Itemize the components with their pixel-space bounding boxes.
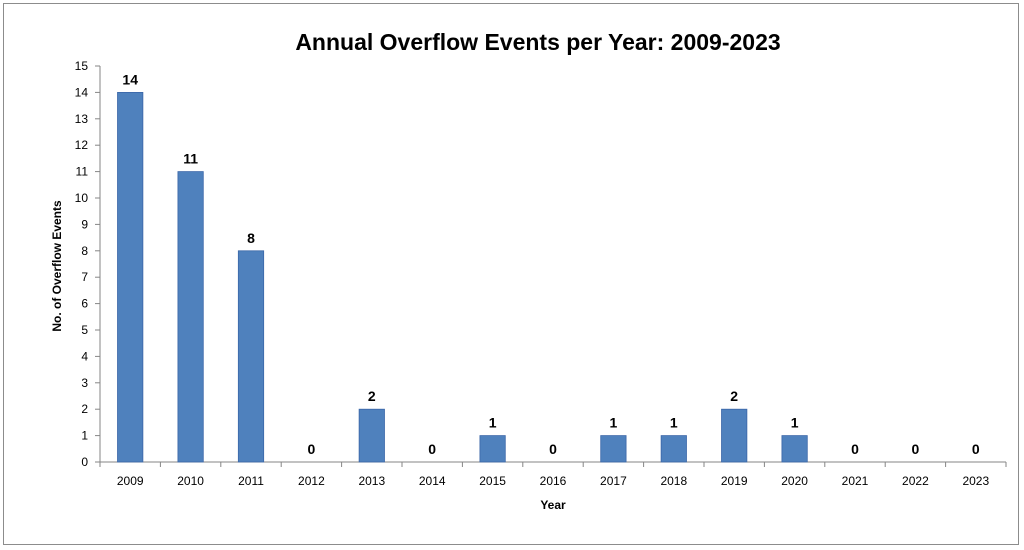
y-tick-label: 14 xyxy=(75,85,89,99)
x-tick-label: 2020 xyxy=(781,474,808,488)
y-tick-label: 11 xyxy=(76,165,89,179)
y-tick-label: 10 xyxy=(75,191,89,205)
x-axis-title: Year xyxy=(540,498,566,512)
bar-2011 xyxy=(237,250,265,463)
x-tick-label: 2010 xyxy=(177,474,204,488)
data-label-2017: 1 xyxy=(610,415,618,431)
chart-frame xyxy=(3,3,1019,545)
x-axis: 2009 2010 2011 2012 2013 2014 2015 2016 2017 2018… xyxy=(99,461,1007,488)
x-tick-label: 2021 xyxy=(842,474,869,488)
bar-2019 xyxy=(721,408,748,463)
data-label-2010: 11 xyxy=(183,151,198,167)
x-tick-label: 2023 xyxy=(962,474,989,488)
x-tick-label: 2019 xyxy=(721,474,748,488)
x-tick-label: 2015 xyxy=(479,474,506,488)
y-tick-label: 2 xyxy=(81,402,88,416)
bar-2020 xyxy=(781,435,808,463)
chart-title: Annual Overflow Events per Year: 2009-20… xyxy=(295,29,780,55)
x-tick-label: 2011 xyxy=(238,474,264,488)
y-tick-label: 8 xyxy=(81,244,88,258)
bar-2017 xyxy=(600,435,627,463)
y-tick-label: 9 xyxy=(81,217,88,231)
data-label-2012: 0 xyxy=(308,441,316,457)
y-tick-label: 3 xyxy=(81,376,88,390)
data-label-2022: 0 xyxy=(912,441,920,457)
x-tick-label: 2012 xyxy=(298,474,325,488)
y-tick-label: 5 xyxy=(81,323,88,337)
data-label-2014: 0 xyxy=(428,441,436,457)
x-tick-label: 2016 xyxy=(540,474,567,488)
bar-2015 xyxy=(479,435,506,463)
x-tick-label: 2009 xyxy=(117,474,144,488)
y-tick-label: 0 xyxy=(81,455,88,469)
bar-2009 xyxy=(117,92,144,463)
y-tick-label: 13 xyxy=(75,112,89,126)
data-label-2013: 2 xyxy=(368,388,376,404)
y-tick-label: 1 xyxy=(81,429,88,443)
bar-2018 xyxy=(660,435,687,463)
y-tick-label: 4 xyxy=(81,349,88,363)
data-label-2023: 0 xyxy=(972,441,980,457)
y-tick-label: 12 xyxy=(75,138,89,152)
x-tick-label: 2022 xyxy=(902,474,929,488)
x-tick-label: 2017 xyxy=(600,474,627,488)
y-tick-label: 6 xyxy=(81,297,88,311)
data-label-2021: 0 xyxy=(851,441,859,457)
data-label-2011: 8 xyxy=(247,230,255,246)
y-tick-label: 7 xyxy=(81,270,88,284)
data-label-2015: 1 xyxy=(489,415,497,431)
data-label-2018: 1 xyxy=(670,415,678,431)
y-axis-title: No. of Overflow Events xyxy=(50,200,64,332)
data-label-2016: 0 xyxy=(549,441,557,457)
x-tick-label: 2018 xyxy=(660,474,687,488)
data-label-2020: 1 xyxy=(791,415,799,431)
y-tick-label: 15 xyxy=(75,59,89,73)
x-tick-label: 2014 xyxy=(419,474,446,488)
data-label-2019: 2 xyxy=(730,388,738,404)
x-tick-label: 2013 xyxy=(358,474,385,488)
bar-2010 xyxy=(177,171,204,463)
bars xyxy=(117,92,808,463)
bar-2013 xyxy=(358,408,385,463)
data-label-2009: 14 xyxy=(122,71,138,87)
